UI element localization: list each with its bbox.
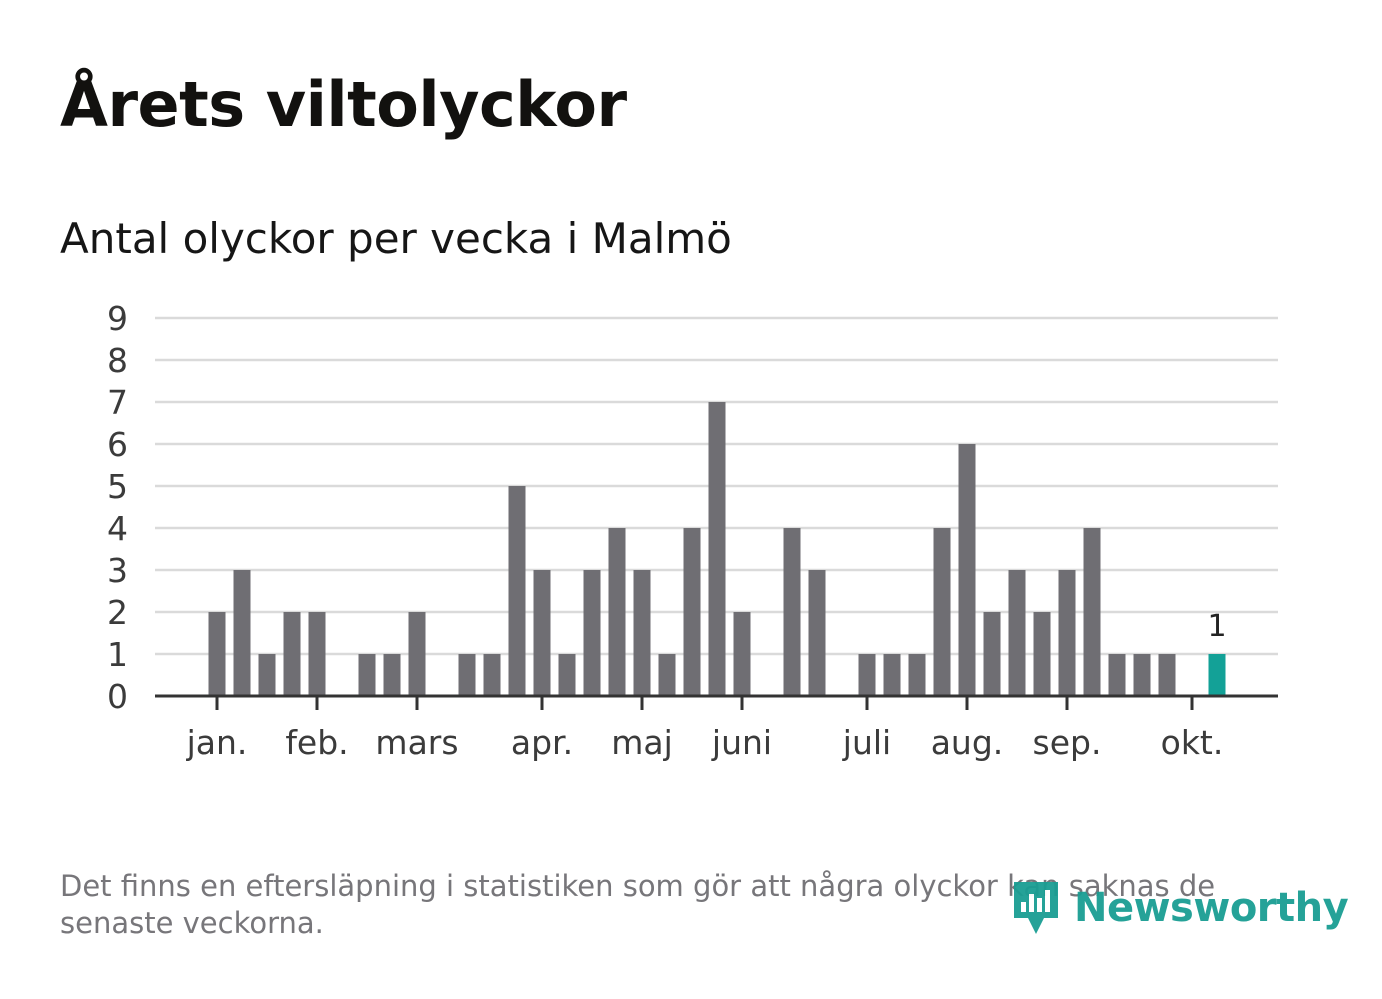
bar [633,570,651,696]
bar [708,402,726,696]
x-tick-label: feb. [285,723,348,762]
bar [483,654,501,696]
bars [208,402,1226,696]
bar [258,654,276,696]
bar [1058,570,1076,696]
chart-title: Årets viltolyckor [60,68,627,141]
bar [733,612,751,696]
bar [358,654,376,696]
y-tick-label-6: 6 [107,425,128,464]
y-tick-label-1: 1 [107,635,128,674]
bar [1033,612,1051,696]
y-tick-label-9: 9 [107,299,128,338]
bar [983,612,1001,696]
bar [383,654,401,696]
bar [558,654,576,696]
x-tick-label: jan. [186,723,248,762]
bar [283,612,301,696]
x-tick-label: juni [711,723,772,762]
brand-logo: Newsworthy [1010,878,1349,938]
bar [208,612,226,696]
bar [958,444,976,696]
x-axis [155,694,1278,710]
x-tick-label: sep. [1033,723,1102,762]
bar [1158,654,1176,696]
data-label: 1 [1207,609,1226,644]
x-tick-label: mars [375,723,458,762]
bar [583,570,601,696]
bar [1133,654,1151,696]
y-tick-label-3: 3 [107,551,128,590]
x-tick-label: okt. [1161,723,1224,762]
bar [508,486,526,696]
bar [1008,570,1026,696]
y-tick-label-7: 7 [107,383,128,422]
bar [933,528,951,696]
bar [308,612,326,696]
y-tick-label-4: 4 [107,509,128,548]
y-tick-label-8: 8 [107,341,128,380]
x-tick-label: aug. [931,723,1004,762]
bar [683,528,701,696]
x-tick-label: apr. [511,723,573,762]
brand-name: Newsworthy [1074,885,1349,931]
x-tick-label: juli [842,723,891,762]
x-tick-label: maj [611,723,673,762]
newsworthy-logo-icon [1014,882,1058,934]
bar [533,570,551,696]
bar [458,654,476,696]
bar [1083,528,1101,696]
bar [783,528,801,696]
bar [883,654,901,696]
bar [408,612,426,696]
bar [808,570,826,696]
chart-subtitle: Antal olyckor per vecka i Malmö [60,214,732,263]
y-tick-label-5: 5 [107,467,128,506]
bar [858,654,876,696]
y-tick-label-2: 2 [107,593,128,632]
bar-highlight [1208,654,1226,696]
y-tick-label-0: 0 [107,677,128,716]
bar [908,654,926,696]
bar [658,654,676,696]
bar [1108,654,1126,696]
bar [608,528,626,696]
bar [233,570,251,696]
